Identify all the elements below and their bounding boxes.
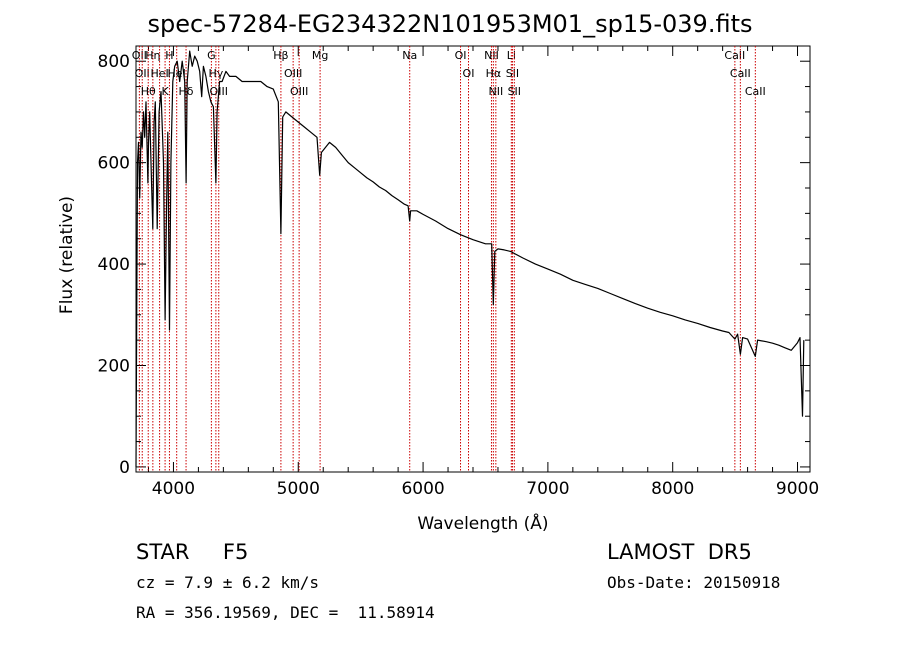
object-class-label: STAR F5 [136, 540, 249, 564]
x-tick-label: 5000 [277, 479, 320, 499]
line-marker-label: K [161, 85, 169, 98]
obs-date-label: Obs-Date: 20150918 [607, 573, 781, 592]
redshift-label: cz = 7.9 ± 6.2 km/s [136, 573, 320, 592]
line-marker-label: CaII [745, 85, 766, 98]
line-marker-label: CaII [730, 67, 751, 80]
line-marker-label: Mg [312, 49, 328, 62]
line-marker-label: NII [484, 49, 499, 62]
y-tick-label: 200 [98, 357, 130, 377]
line-marker-label: OI [455, 49, 467, 62]
survey-label: LAMOST DR5 [607, 540, 752, 564]
x-tick-label: 6000 [401, 479, 444, 499]
y-tick-label: 400 [98, 255, 130, 275]
line-marker-label: OII [132, 49, 147, 62]
line-marker-label: SII [508, 85, 521, 98]
line-marker-label: OIII [290, 85, 308, 98]
spectrum-line [135, 50, 805, 467]
line-marker-label: Hδ [179, 85, 194, 98]
line-marker-label: OII [135, 67, 150, 80]
line-marker-label: Hθ [141, 85, 156, 98]
line-marker-label: SII [506, 67, 519, 80]
x-tick-label: 4000 [152, 479, 195, 499]
plot-frame [135, 45, 811, 473]
line-marker-label: OI [463, 67, 475, 80]
x-tick-label: 7000 [526, 479, 569, 499]
line-marker-label: Hη [145, 49, 160, 62]
x-tick-label: 8000 [651, 479, 694, 499]
y-tick-label: 600 [98, 154, 130, 174]
y-tick-label: 0 [119, 458, 130, 478]
line-marker-label: OIII [284, 67, 302, 80]
line-marker-label: CaII [724, 49, 745, 62]
line-marker-label: G [207, 49, 216, 62]
line-marker-label: Hβ [273, 49, 288, 62]
ra-dec-label: RA = 356.19569, DEC = 11.58914 [136, 603, 435, 622]
line-marker-label: NII [488, 85, 503, 98]
line-marker-label: Na [402, 49, 417, 62]
line-marker-label: HeI [150, 67, 168, 80]
x-axis-label: Wavelength (Å) [417, 512, 548, 534]
y-tick-label: 800 [98, 52, 130, 72]
line-marker-label: Hα [486, 67, 502, 80]
chart-title: spec-57284-EG234322N101953M01_sp15-039.f… [147, 10, 753, 38]
line-marker-label: H [165, 49, 173, 62]
line-marker-label: Li [507, 49, 516, 62]
x-tick-label: 9000 [776, 479, 819, 499]
line-marker-label: Hγ [208, 67, 223, 80]
y-axis-label: Flux (relative) [57, 196, 77, 314]
